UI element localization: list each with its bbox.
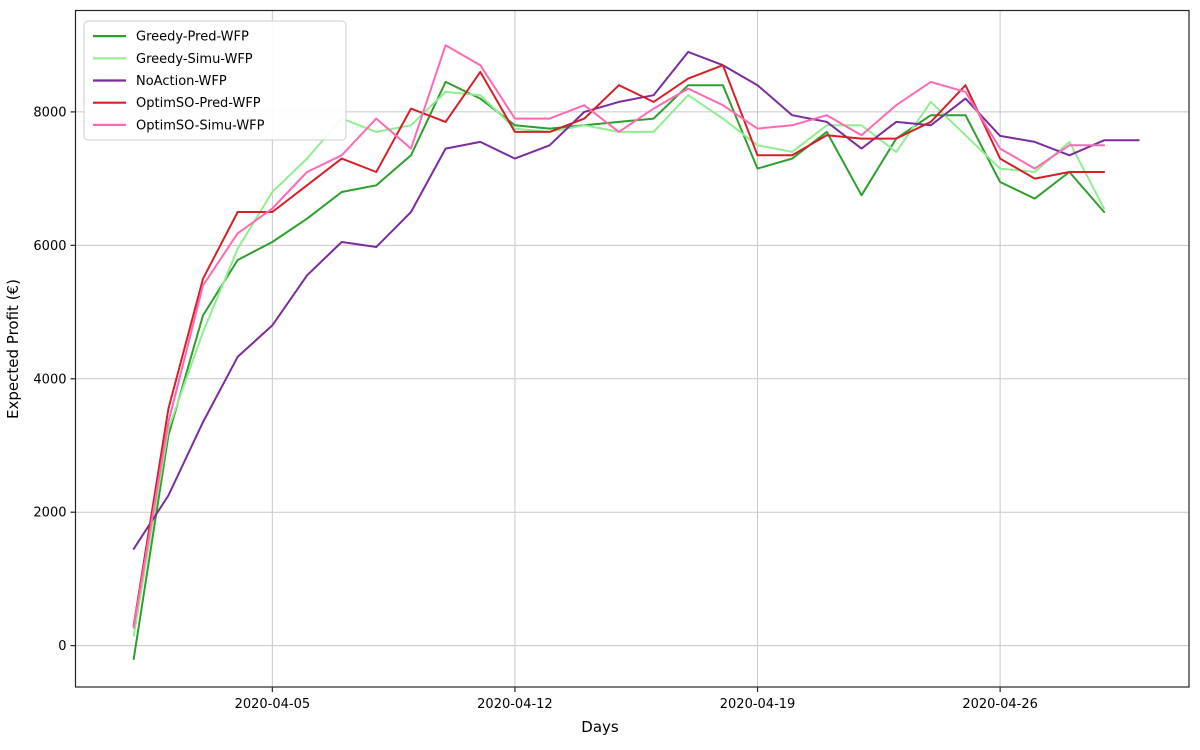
legend-label: OptimSO-Simu-WFP — [136, 118, 265, 133]
series-line-optimso-pred-wfp — [132, 64, 1106, 627]
legend-label: Greedy-Simu-WFP — [136, 52, 253, 67]
legend-label: NoAction-WFP — [136, 74, 227, 89]
y-axis-title: Expected Profit (€) — [4, 279, 22, 419]
legend-label: Greedy-Pred-WFP — [136, 30, 249, 45]
legend-label: OptimSO-Pred-WFP — [136, 96, 261, 111]
y-tick-label: 0 — [58, 639, 66, 654]
x-tick-label: 2020-04-26 — [962, 697, 1038, 712]
y-tick-label: 2000 — [33, 506, 66, 521]
series-line-optimso-simu-wfp — [132, 44, 1106, 629]
x-tick-label: 2020-04-12 — [477, 697, 553, 712]
legend-box — [83, 20, 347, 141]
series-line-greedy-simu-wfp — [132, 90, 1106, 637]
y-tick-label: 8000 — [33, 105, 66, 120]
x-tick-label: 2020-04-19 — [720, 697, 796, 712]
y-tick-label: 4000 — [33, 372, 66, 387]
axes-spines — [74, 9, 1190, 688]
x-tick-label: 2020-04-05 — [235, 697, 311, 712]
x-axis-title: Days — [581, 718, 619, 736]
series-line-noaction-wfp — [132, 50, 1140, 550]
series-line-greedy-pred-wfp — [132, 80, 1106, 660]
y-tick-label: 6000 — [33, 239, 66, 254]
